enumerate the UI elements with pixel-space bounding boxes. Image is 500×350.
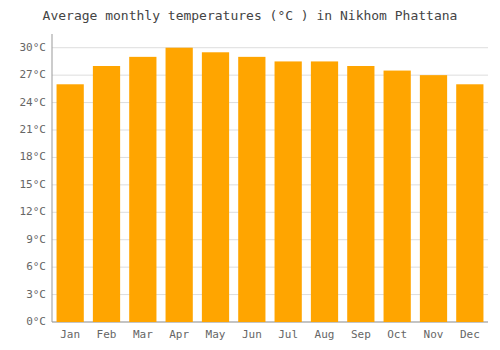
bar: [202, 52, 229, 322]
x-axis: Jan Feb Mar Apr May Jun Jul Aug Sep Oct Nov Dec: [60, 328, 480, 341]
y-tick-label: 30°C: [20, 41, 47, 54]
bar: [456, 84, 483, 322]
y-tick-label: 21°C: [20, 123, 47, 136]
grid: [52, 48, 488, 322]
bar: [57, 84, 84, 322]
chart-svg: 0°C 3°C 6°C 9°C 12°C 15°C 18°C 21°C 24°C 27°C 30°C…: [0, 0, 500, 350]
bars: [57, 48, 484, 322]
x-tick-label: Aug: [315, 328, 335, 341]
y-tick-label: 15°C: [20, 178, 47, 191]
page: {"chart_data": {"type": "bar", "title": …: [0, 0, 500, 350]
x-tick-label: Mar: [133, 328, 153, 341]
y-axis: 0°C 3°C 6°C 9°C 12°C 15°C 18°C 21°C 24°C 27°C 30°C: [20, 34, 489, 328]
x-tick-label: Nov: [424, 328, 444, 341]
bar: [238, 57, 265, 322]
grid-line: [52, 47, 488, 48]
x-tick-label: May: [206, 328, 226, 341]
bar: [311, 61, 338, 322]
y-tick-label: 24°C: [20, 96, 47, 109]
x-tick-label: Oct: [387, 328, 407, 341]
x-tick-label: Jan: [60, 328, 80, 341]
y-axis-line: [52, 34, 53, 322]
y-tick-label: 0°C: [26, 315, 46, 328]
bar: [347, 66, 374, 322]
x-tick-label: Apr: [169, 328, 189, 341]
chart-container: 0°C 3°C 6°C 9°C 12°C 15°C 18°C 21°C 24°C 27°C 30°C…: [0, 0, 500, 350]
y-tick-label: 6°C: [26, 260, 46, 273]
y-tick-label: 27°C: [20, 68, 47, 81]
bar: [166, 48, 193, 322]
bar: [384, 71, 411, 322]
x-tick-label: Feb: [97, 328, 117, 341]
y-tick-label: 3°C: [26, 288, 46, 301]
chart-title: Average monthly temperatures (°C ) in Ni…: [43, 8, 458, 23]
y-tick-label: 9°C: [26, 233, 46, 246]
x-tick-label: Jul: [278, 328, 298, 341]
y-tick-label: 12°C: [20, 205, 47, 218]
x-tick-label: Jun: [242, 328, 262, 341]
bar: [275, 61, 302, 322]
bar: [129, 57, 156, 322]
x-tick-label: Sep: [351, 328, 371, 341]
bar: [420, 75, 447, 322]
bar: [93, 66, 120, 322]
x-tick-label: Dec: [460, 328, 480, 341]
y-tick-label: 18°C: [20, 150, 47, 163]
